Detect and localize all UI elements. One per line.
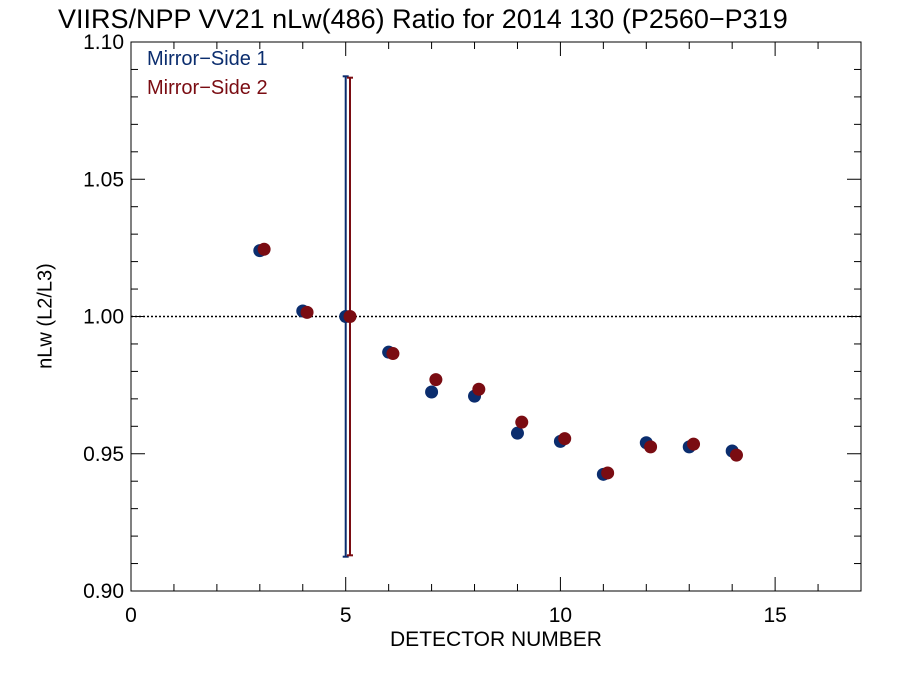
y-tick-label: 0.90	[83, 580, 124, 603]
data-points	[253, 242, 743, 481]
legend-mirror-side-2: Mirror−Side 2	[147, 77, 268, 99]
tick-labels: 0 5 10 15 0.90 0.95 1.00 1.05 1.10	[83, 31, 787, 627]
chart-title: VIIRS/NPP VV21 nLw(486) Ratio for 2014 1…	[58, 4, 788, 34]
y-tick-label: 1.10	[83, 31, 124, 54]
point-series-2	[300, 305, 314, 319]
x-tick-label: 0	[125, 604, 137, 627]
point-series-2	[729, 448, 743, 462]
point-series-2	[515, 415, 529, 429]
point-series-2	[644, 440, 658, 454]
point-series-2	[386, 347, 400, 361]
x-tick-label: 5	[340, 604, 352, 627]
point-series-1	[510, 426, 524, 440]
point-series-2	[429, 373, 443, 387]
point-series-2	[601, 466, 615, 480]
point-series-1	[425, 385, 439, 399]
y-tick-label: 1.05	[83, 168, 124, 191]
point-series-2	[687, 437, 701, 451]
y-axis-label: nLw (L2/L3)	[34, 263, 57, 369]
point-series-2	[558, 432, 572, 446]
point-series-2	[257, 242, 271, 256]
x-axis-label: DETECTOR NUMBER	[390, 628, 602, 651]
legend-mirror-side-1: Mirror−Side 1	[147, 48, 268, 70]
x-tick-label: 15	[763, 604, 786, 627]
axis-ticks	[130, 41, 862, 592]
point-series-2	[343, 310, 357, 323]
y-tick-label: 1.00	[83, 306, 124, 329]
x-tick-label: 10	[549, 604, 572, 627]
y-tick-label: 0.95	[83, 443, 124, 466]
point-series-2	[472, 382, 486, 396]
